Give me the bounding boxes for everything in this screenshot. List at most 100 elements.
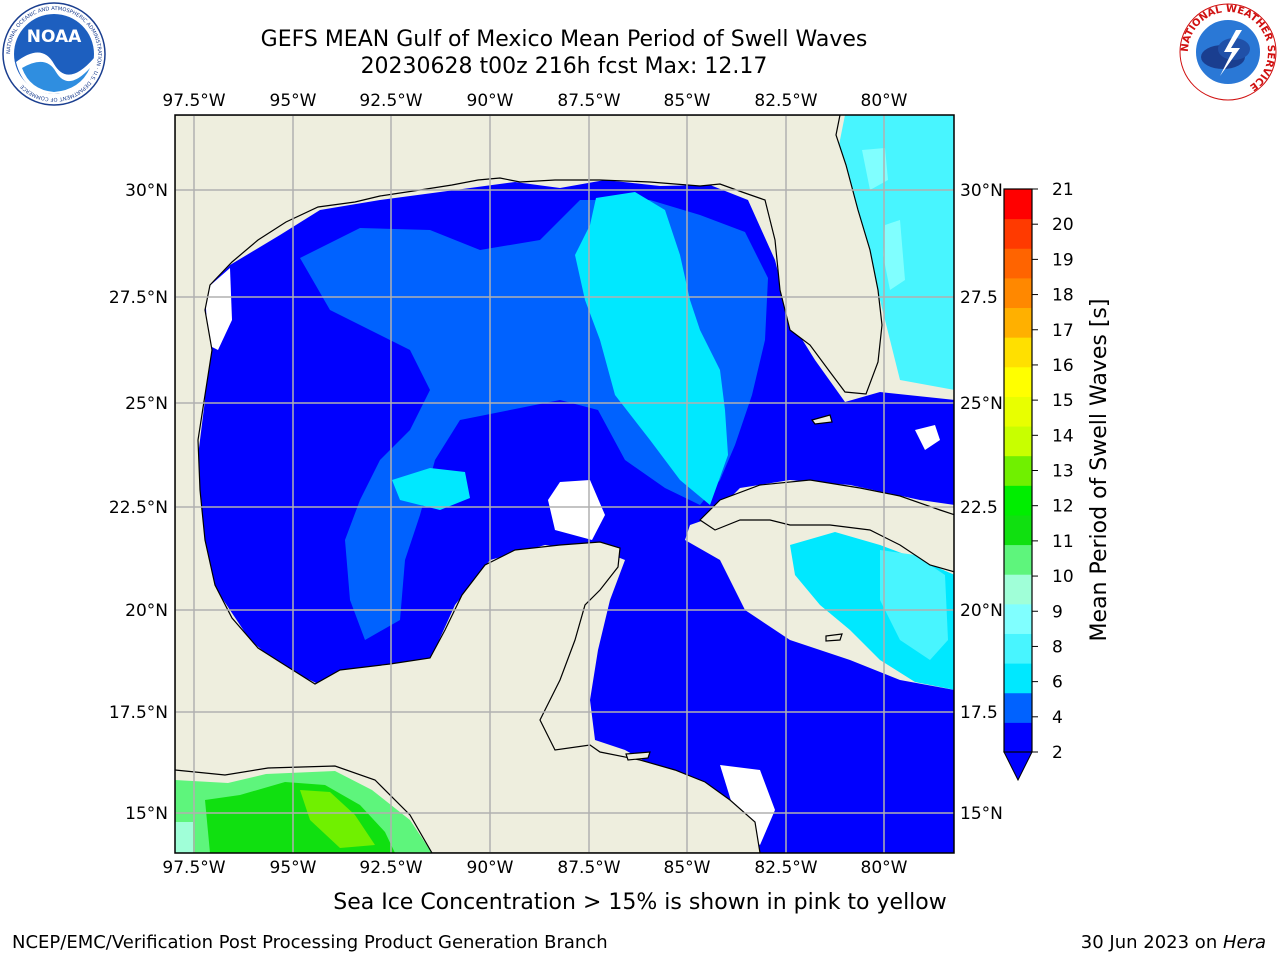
island <box>825 633 843 642</box>
lat-tick-label-left: 27.5°N <box>109 288 168 308</box>
lon-tick-label-bottom: 90°W <box>467 858 514 878</box>
colorbar-tick-label: 21 <box>1052 180 1074 200</box>
caribbean-swell-light <box>880 550 948 660</box>
lon-tick-label-bottom: 97.5°W <box>162 858 225 878</box>
lat-tick-label-left: 15°N <box>125 804 168 824</box>
lat-tick-label-right: 30°N <box>960 181 1003 201</box>
noaa-logo-text: NOAA <box>27 27 82 47</box>
lon-tick-label-top: 92.5°W <box>359 91 422 111</box>
noaa-logo: NOAA NATIONAL OCEANIC AND ATMOSPHERIC AD… <box>2 2 106 106</box>
footer-date: 30 Jun 2023 on Hera <box>1081 932 1266 953</box>
map-area <box>175 115 954 853</box>
lat-tick-label-left: 30°N <box>125 181 168 201</box>
colorbar-segment <box>1004 574 1032 605</box>
lon-tick-label-bottom: 85°W <box>664 858 711 878</box>
lon-tick-label-top: 82.5°W <box>754 91 817 111</box>
lon-tick-label-top: 95°W <box>270 91 317 111</box>
pacific-swell-peak <box>300 790 375 848</box>
colorbar-segment <box>1004 663 1032 694</box>
lon-tick-label-bottom: 95°W <box>270 858 317 878</box>
nodata-area <box>205 268 232 350</box>
colorbar-segment <box>1004 485 1032 516</box>
colorbar-segment <box>1004 603 1032 634</box>
coastlines <box>175 115 954 853</box>
lon-tick-label-bottom: 82.5°W <box>754 858 817 878</box>
colorbar-segment <box>1004 366 1032 397</box>
lon-tick-label-bottom: 87.5°W <box>557 858 620 878</box>
nodata-area <box>720 765 775 845</box>
colorbar-tick-label: 9 <box>1052 602 1063 622</box>
colorbar-segment <box>1004 277 1032 309</box>
graticule <box>175 115 954 853</box>
lon-tick-label-bottom: 80°W <box>861 858 908 878</box>
colorbar-segment <box>1004 692 1032 723</box>
gulf-swell-cyan-patch <box>392 468 470 510</box>
nodata-area <box>548 480 605 540</box>
colorbar-tick-label: 6 <box>1052 673 1063 693</box>
colorbar-segment <box>1004 633 1032 664</box>
footer-credit: NCEP/EMC/Verification Post Processing Pr… <box>12 932 608 953</box>
lon-tick-label-top: 90°W <box>467 91 514 111</box>
colorbar-tick-label: 17 <box>1052 321 1074 341</box>
lat-tick-label-right: 17.5 <box>960 703 998 723</box>
lon-tick-label-top: 85°W <box>664 91 711 111</box>
mexico-land <box>175 115 883 853</box>
colorbar: 21 20 19 18 17 16 15 14 13 12 11 10 9 8 6 4 2 <box>1003 180 1074 782</box>
cuba-land <box>699 479 954 573</box>
colorbar-segment <box>1004 307 1032 338</box>
colorbar-tick-label: 12 <box>1052 497 1074 517</box>
lon-tick-label-top: 80°W <box>861 91 908 111</box>
chart-title: GEFS MEAN Gulf of Mexico Mean Period of … <box>260 27 868 52</box>
colorbar-tick-label: 19 <box>1052 250 1074 270</box>
lat-tick-label-right: 25°N <box>960 394 1003 414</box>
colorbar-tick-label: 8 <box>1052 637 1063 657</box>
lat-tick-label-right: 22.5 <box>960 498 998 518</box>
colorbar-segment <box>1004 248 1032 279</box>
lat-tick-label-left: 22.5°N <box>109 498 168 518</box>
pacific-swell-edge <box>175 822 193 853</box>
chart-subtitle: 20230628 t00z 216h fcst Max: 12.17 <box>360 54 768 79</box>
colorbar-extend-arrow <box>1003 751 1033 782</box>
colorbar-tick-label: 4 <box>1052 708 1063 728</box>
lon-tick-label-top: 97.5°W <box>162 91 225 111</box>
lat-tick-label-left: 17.5°N <box>109 703 168 723</box>
colorbar-tick-label: 11 <box>1052 532 1074 552</box>
colorbar-tick-label: 20 <box>1052 215 1074 235</box>
island <box>810 414 833 425</box>
colorbar-tick-label: 16 <box>1052 356 1074 376</box>
colorbar-segment <box>1004 514 1032 546</box>
colorbar-tick-label: 2 <box>1052 743 1063 763</box>
map-frame <box>174 114 955 854</box>
sea-ice-note: Sea Ice Concentration > 15% is shown in … <box>333 890 947 915</box>
nws-logo: NATIONAL WEATHER SERVICE <box>1178 2 1278 102</box>
gulf-swell-cyan <box>575 192 728 505</box>
colorbar-tick-label: 18 <box>1052 286 1074 306</box>
lat-tick-label-right: 20°N <box>960 601 1003 621</box>
lat-tick-label-left: 20°N <box>125 601 168 621</box>
colorbar-tick-label: 10 <box>1052 567 1074 587</box>
atlantic-swell-light <box>862 148 905 290</box>
lat-tick-label-left: 25°N <box>125 394 168 414</box>
colorbar-label: Mean Period of Swell Waves [s] <box>1087 299 1112 642</box>
axis-ticks: 97.5°W 97.5°W 95°W 95°W 92.5°W 92.5°W 90°W 90°W… <box>109 91 1003 878</box>
lat-tick-label-right: 15°N <box>960 804 1003 824</box>
colorbar-segment <box>1004 722 1032 753</box>
colorbar-segment <box>1004 544 1032 575</box>
colorbar-segment <box>1004 189 1032 220</box>
colorbar-tick-label: 15 <box>1052 391 1074 411</box>
lon-tick-label-top: 87.5°W <box>557 91 620 111</box>
colorbar-segment <box>1004 396 1032 427</box>
footer-date-text: 30 Jun 2023 on <box>1080 932 1223 953</box>
lat-tick-label-right: 27.5 <box>960 288 998 308</box>
colorbar-segment <box>1004 337 1032 368</box>
footer-host: Hera <box>1222 932 1266 953</box>
colorbar-segment <box>1004 426 1032 457</box>
island <box>625 751 651 761</box>
lon-tick-label-bottom: 92.5°W <box>359 858 422 878</box>
colorbar-tick-label: 13 <box>1052 462 1074 482</box>
colorbar-tick-label: 14 <box>1052 426 1074 446</box>
colorbar-segment <box>1004 218 1032 249</box>
colorbar-segment <box>1004 455 1032 486</box>
nodata-area <box>915 425 940 450</box>
